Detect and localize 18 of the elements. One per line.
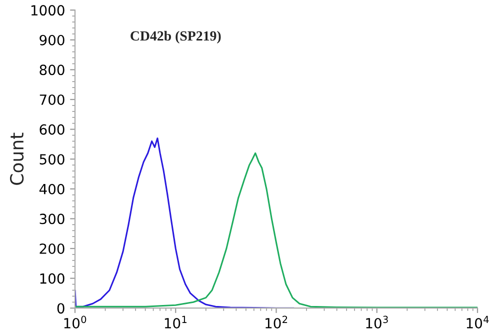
y-tick-label: 200 xyxy=(40,243,64,254)
text: CD42b (SP219) xyxy=(130,30,221,44)
y-tick-label: 1000 xyxy=(31,5,64,16)
y-tick-label: 800 xyxy=(40,64,64,76)
y-tick-label: 900 xyxy=(40,34,64,46)
x-tick-label: 10$^{2}$ xyxy=(266,316,288,328)
y-axis-title: Count xyxy=(10,132,24,185)
y-tick-label: 300 xyxy=(40,214,64,224)
x-tick-label: 10$^{1}$ xyxy=(164,316,186,328)
x-tick-label: 10$^{4}$ xyxy=(466,316,489,328)
y-tick-label: 700 xyxy=(40,94,64,105)
x-tick-label: 10$^{0}$ xyxy=(64,316,86,328)
x-tick-label: 10$^{3}$ xyxy=(366,316,388,328)
y-tick-label: 600 xyxy=(40,124,64,135)
y-tick-label: 0 xyxy=(57,303,64,314)
y-tick-label: 400 xyxy=(39,184,64,194)
y-tick-label: 500 xyxy=(40,154,64,165)
y-tick-label: 100 xyxy=(40,273,64,284)
